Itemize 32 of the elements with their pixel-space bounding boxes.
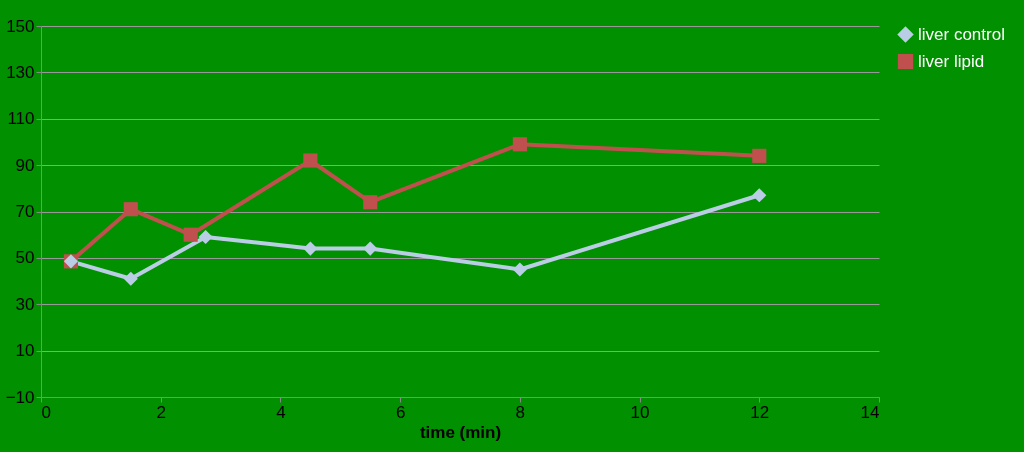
- y-tick-label: 150: [6, 16, 35, 36]
- legend-label: liver control: [918, 24, 1005, 44]
- y-tick-label: 90: [15, 155, 35, 175]
- legend-label: liver lipid: [918, 51, 985, 71]
- y-tick-label: 50: [15, 248, 35, 268]
- point: [752, 188, 767, 203]
- y-tick-label: 110: [7, 109, 35, 129]
- point: [512, 137, 527, 152]
- point: [198, 229, 213, 245]
- point: [303, 241, 318, 256]
- point: [752, 148, 767, 163]
- point: [183, 227, 198, 242]
- y-tick-label: −10: [5, 387, 35, 407]
- y-tick-label: 70: [15, 202, 35, 221]
- x-tick-label: 2: [156, 402, 166, 422]
- point: [123, 202, 138, 217]
- x-tick-label: 12: [750, 402, 770, 422]
- x-tick-label: 6: [395, 402, 406, 422]
- x-axis-title: time (min): [419, 422, 502, 442]
- x-tick-label: 10: [630, 402, 650, 422]
- point: [363, 195, 378, 210]
- point: [512, 262, 527, 277]
- point: [303, 153, 318, 168]
- y-tick-label: 30: [15, 294, 35, 314]
- point: [123, 271, 138, 286]
- x-tick-label: 0: [41, 402, 51, 422]
- x-tick-label: 8: [515, 402, 526, 422]
- y-tick-label: 130: [6, 62, 35, 82]
- x-tick-label: 4: [276, 402, 286, 422]
- point: [363, 241, 378, 256]
- y-tick-label: 10: [15, 341, 35, 361]
- x-tick-label: 14: [860, 402, 880, 422]
